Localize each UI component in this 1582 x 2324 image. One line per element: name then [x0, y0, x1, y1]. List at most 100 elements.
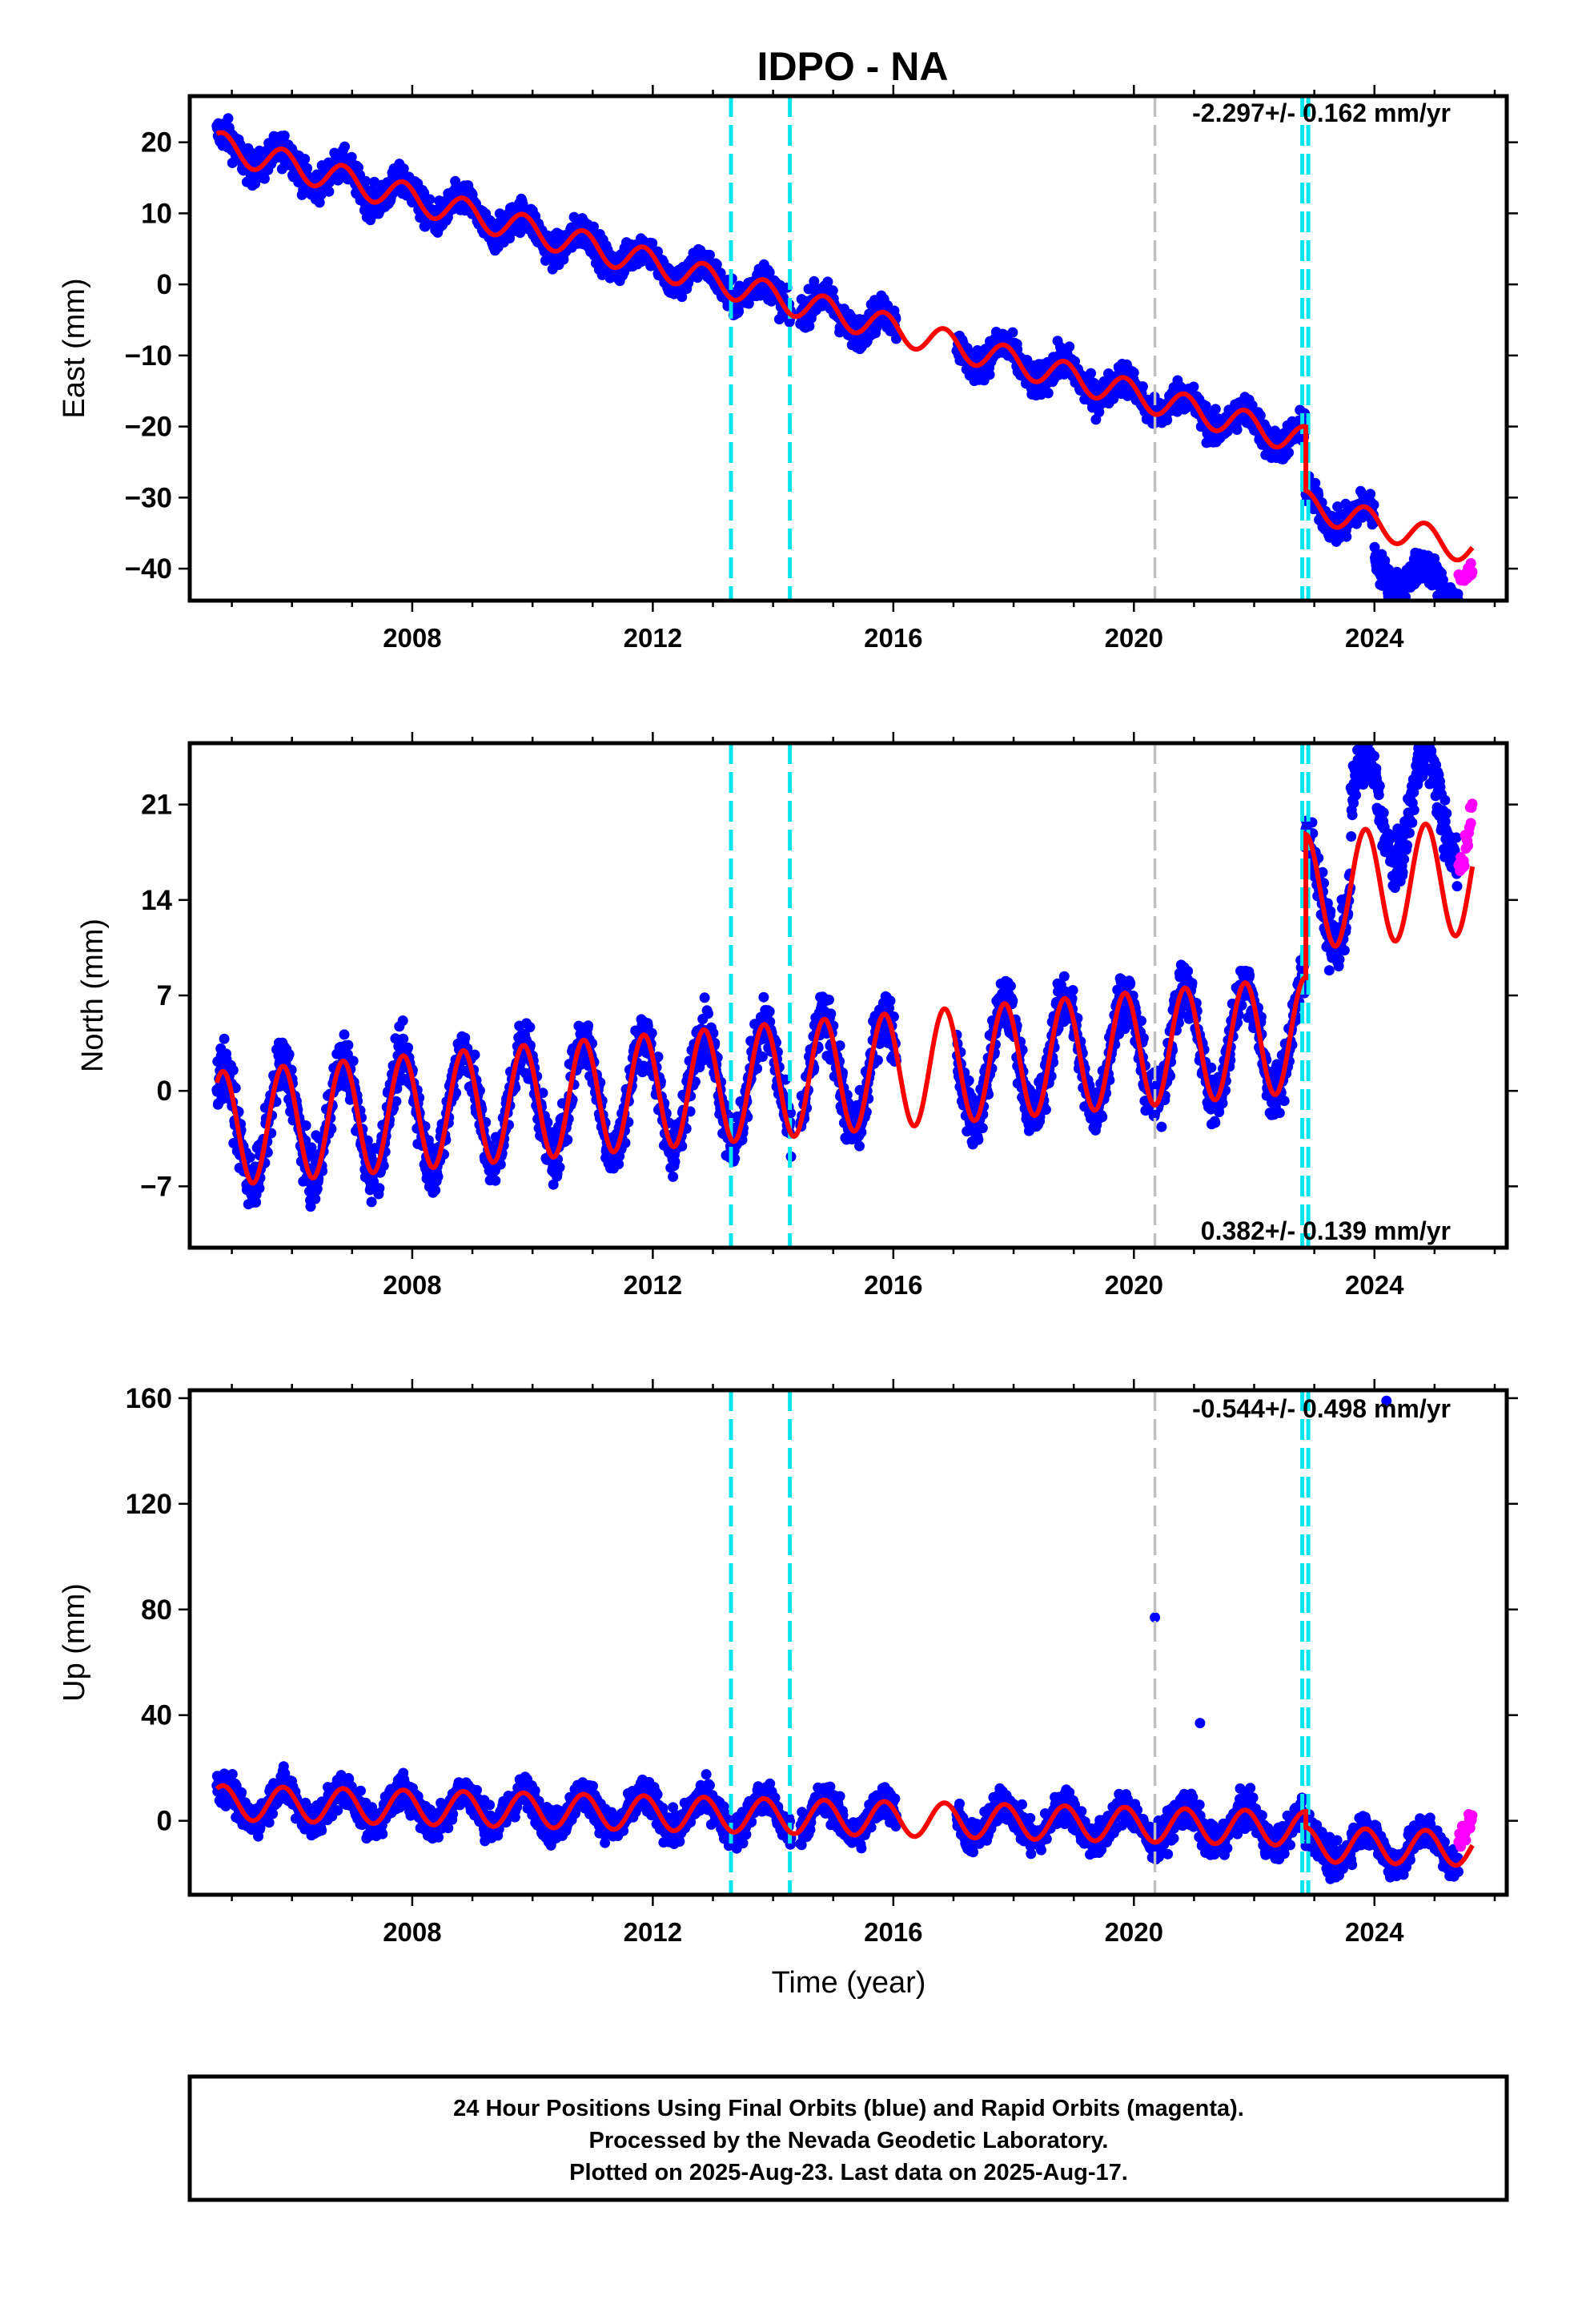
x-tick-label: 2024	[1345, 623, 1404, 653]
final-orbit-point	[1162, 415, 1173, 425]
final-orbit-point	[397, 1015, 408, 1026]
final-orbit-point	[764, 1006, 775, 1017]
final-orbit-point	[977, 1123, 988, 1134]
final-orbit-point	[1448, 601, 1459, 612]
final-orbit-point	[524, 1022, 536, 1033]
final-orbit-point	[314, 197, 325, 208]
final-orbit-point	[677, 292, 688, 303]
final-orbit-point	[227, 1064, 239, 1076]
final-orbit-point	[854, 1140, 865, 1152]
final-orbit-point	[227, 157, 238, 168]
east-plot-area	[211, 96, 1478, 616]
final-orbit-point	[554, 1162, 565, 1173]
final-orbit-point	[398, 163, 409, 175]
final-orbit-point	[254, 1183, 265, 1194]
final-orbit-point	[822, 276, 833, 287]
final-orbit-point	[223, 113, 234, 124]
north-plot-area	[211, 743, 1478, 1248]
east-panel: 2008 2012 2016 2020 2024 −40 −30 −20 −10 0 10 20 Ea…	[58, 85, 1518, 653]
final-orbit-point	[804, 320, 815, 332]
final-orbit-point	[758, 991, 769, 1003]
final-orbit-point	[343, 1039, 354, 1051]
final-orbit-point	[299, 154, 311, 165]
y-tick-label: −40	[125, 553, 172, 585]
final-orbit-point	[279, 131, 290, 141]
final-orbit-point	[705, 249, 715, 260]
final-orbit-point	[711, 259, 722, 270]
final-orbit-point	[809, 275, 820, 287]
final-orbit-point	[885, 995, 896, 1007]
final-orbit-point	[1444, 605, 1455, 616]
final-orbit-point	[360, 175, 371, 187]
x-tick-label: 2008	[383, 623, 441, 653]
final-orbit-point	[1210, 404, 1221, 415]
y-tick-label: 10	[141, 198, 172, 229]
final-orbit-point	[1005, 980, 1016, 991]
final-orbit-point	[827, 285, 838, 296]
final-orbit-point	[1086, 368, 1096, 379]
final-orbit-point	[1042, 388, 1054, 399]
final-orbit-point	[300, 1120, 311, 1131]
final-orbit-point	[403, 1042, 414, 1053]
final-orbit-point	[469, 1049, 480, 1060]
final-orbit-point	[219, 1033, 230, 1044]
final-orbit-point	[669, 1156, 681, 1168]
final-orbit-point	[1452, 601, 1463, 612]
y-tick-label: −20	[125, 412, 172, 443]
final-orbit-point	[339, 1029, 350, 1040]
final-orbit-point	[1448, 602, 1459, 613]
final-orbit-point	[1452, 601, 1463, 612]
y-tick-label: 0	[157, 269, 172, 300]
final-orbit-point	[558, 254, 569, 265]
final-orbit-point	[825, 1008, 837, 1019]
final-orbit-point	[1007, 327, 1018, 338]
final-orbit-point	[1447, 604, 1458, 614]
final-orbit-point	[424, 194, 436, 205]
final-orbit-point	[374, 1183, 385, 1194]
final-orbit-point	[1310, 477, 1321, 489]
final-orbit-point	[347, 1055, 359, 1067]
final-orbit-point	[733, 306, 745, 317]
final-orbit-point	[1064, 341, 1075, 352]
final-orbit-point	[302, 163, 313, 174]
final-orbit-point	[283, 1049, 295, 1059]
final-orbit-point	[1449, 603, 1460, 613]
final-orbit-point	[490, 1175, 501, 1186]
final-orbit-point	[583, 1020, 594, 1031]
final-orbit-point	[1341, 531, 1352, 542]
final-orbit-point	[668, 1171, 679, 1182]
final-orbit-point	[699, 992, 710, 1003]
final-orbit-point	[398, 1033, 409, 1044]
final-orbit-point	[430, 1184, 441, 1196]
x-tick-label: 2020	[1105, 623, 1163, 653]
final-orbit-point	[339, 141, 350, 152]
final-orbit-point	[890, 333, 901, 344]
final-orbit-point	[647, 238, 658, 249]
east-y-axis-label: East (mm)	[58, 278, 91, 418]
x-tick-label: 2016	[864, 623, 922, 653]
y-tick-label: 20	[141, 127, 172, 159]
final-orbit-point	[823, 995, 834, 1005]
final-orbit-point	[432, 1171, 444, 1182]
final-orbit-point	[1188, 381, 1199, 392]
final-orbit-point	[703, 1008, 713, 1019]
rapid-orbit-point	[1467, 566, 1478, 577]
final-orbit-point	[1231, 424, 1243, 435]
final-orbit-point	[1443, 604, 1453, 614]
final-orbit-point	[460, 1032, 471, 1043]
final-orbit-point	[1128, 367, 1139, 378]
final-orbit-point	[764, 267, 775, 278]
x-tick-label: 2012	[624, 623, 682, 653]
final-orbit-point	[366, 1196, 377, 1208]
chart-title: IDPO - NA	[757, 44, 949, 89]
y-tick-label: −30	[125, 482, 172, 513]
final-orbit-point	[1283, 447, 1295, 458]
y-tick-label: −10	[125, 340, 172, 372]
final-orbit-point	[973, 1134, 984, 1145]
final-orbit-point	[323, 186, 335, 197]
final-orbit-point	[984, 369, 995, 380]
east-rate-label: -2.297+/- 0.162 mm/yr	[1192, 99, 1451, 127]
final-orbit-point	[588, 221, 599, 232]
final-orbit-point	[757, 1051, 768, 1062]
